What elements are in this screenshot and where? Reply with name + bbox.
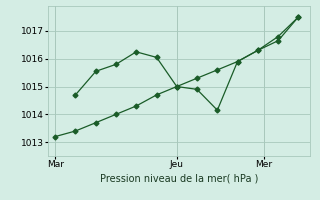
X-axis label: Pression niveau de la mer( hPa ): Pression niveau de la mer( hPa ) bbox=[100, 173, 258, 183]
